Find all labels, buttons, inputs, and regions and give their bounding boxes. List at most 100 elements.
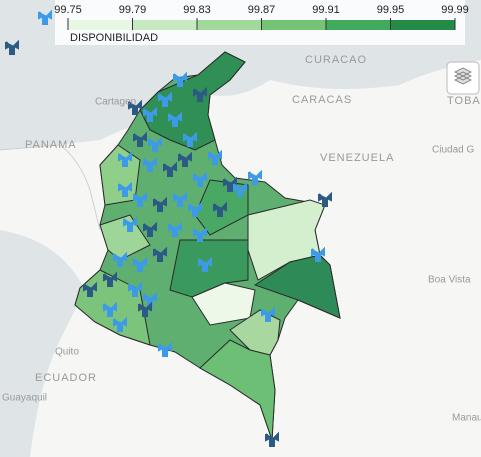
station-icon (128, 281, 142, 297)
station-icon (213, 201, 227, 217)
legend-tick-label: 99.95 (377, 4, 405, 16)
legend-tick-label: 99.75 (54, 4, 82, 16)
station-marker (188, 201, 202, 217)
station-marker (38, 9, 52, 25)
station-icon (128, 99, 142, 115)
station-marker (133, 131, 147, 147)
place-label: Guayaquil (2, 393, 47, 404)
station-icon (223, 176, 237, 192)
station-marker (168, 111, 182, 127)
department (139, 51, 246, 151)
station-marker (113, 316, 127, 332)
place-label: CARACAS (292, 94, 352, 106)
place-label: Quito (55, 347, 79, 358)
colorbar-segment (326, 20, 391, 30)
legend-tick-label: 99.99 (441, 4, 469, 16)
station-marker (113, 251, 127, 267)
colorbar-segment (390, 20, 456, 30)
station-icon (38, 9, 52, 25)
station-icon (173, 71, 187, 87)
station-marker (223, 176, 237, 192)
station-marker (183, 131, 197, 147)
station-icon (103, 301, 117, 317)
station-icon (158, 341, 172, 357)
station-icon (118, 151, 132, 167)
station-marker (103, 271, 117, 287)
station-icon (113, 251, 127, 267)
station-marker (123, 216, 137, 232)
station-icon (173, 191, 187, 207)
station-icon (168, 111, 182, 127)
station-marker (103, 301, 117, 317)
department (99, 214, 151, 261)
station-icon (188, 201, 202, 217)
colorbar-segment (68, 20, 133, 30)
station-marker (163, 161, 177, 177)
place-label: Cartagen (95, 97, 136, 108)
station-marker (173, 71, 187, 87)
station-icon (168, 221, 182, 237)
station-marker (193, 86, 207, 102)
layers-button[interactable] (446, 61, 480, 95)
legend-tick-label: 99.79 (119, 4, 147, 16)
station-icon (123, 216, 137, 232)
station-marker (153, 246, 167, 262)
station-icon (193, 171, 207, 187)
place-label: CURACAO (305, 54, 367, 66)
station-marker (311, 246, 325, 262)
station-icon (103, 271, 117, 287)
station-marker (158, 91, 172, 107)
place-label: Manau (452, 413, 481, 424)
pacific-ocean (0, 230, 85, 457)
station-icon (208, 149, 222, 165)
station-icon (261, 306, 275, 322)
station-marker (5, 39, 19, 55)
station-marker (233, 181, 247, 197)
station-marker (143, 221, 157, 237)
station-icon (5, 39, 19, 55)
station-icon (143, 156, 157, 172)
station-icon (318, 191, 332, 207)
station-icon (148, 136, 162, 152)
colorbar-segment (261, 20, 327, 30)
legend-title: DISPONIBILIDAD (70, 32, 158, 44)
markers (5, 9, 332, 447)
border (0, 144, 101, 231)
colorbar-segment (197, 20, 262, 30)
station-marker (128, 281, 142, 297)
station-marker (213, 201, 227, 217)
station-icon (233, 181, 247, 197)
place-label: PANAMA (25, 139, 77, 151)
station-icon (133, 131, 147, 147)
station-icon (248, 169, 262, 185)
station-marker (138, 301, 152, 317)
station-icon (138, 301, 152, 317)
station-marker (83, 281, 97, 297)
station-icon (265, 431, 279, 447)
station-marker (133, 191, 147, 207)
station-icon (133, 191, 147, 207)
station-icon (158, 91, 172, 107)
station-icon (163, 161, 177, 177)
place-label: VENEZUELA (320, 152, 394, 164)
department (199, 339, 276, 441)
station-marker (248, 169, 262, 185)
station-marker (178, 151, 192, 167)
station-marker (193, 171, 207, 187)
station-icon (83, 281, 97, 297)
place-label: Boa Vista (428, 275, 471, 286)
station-icon (118, 181, 132, 197)
station-marker (143, 106, 157, 122)
station-marker (173, 191, 187, 207)
station-icon (198, 256, 212, 272)
station-marker (261, 306, 275, 322)
station-marker (158, 341, 172, 357)
station-icon (178, 151, 192, 167)
station-marker (265, 431, 279, 447)
station-marker (208, 149, 222, 165)
station-icon (193, 226, 207, 242)
legend: DISPONIBILIDAD 99.75 99.79 99.83 99.87 99.91… (54, 4, 469, 44)
station-icon (153, 196, 167, 212)
station-marker (128, 99, 142, 115)
